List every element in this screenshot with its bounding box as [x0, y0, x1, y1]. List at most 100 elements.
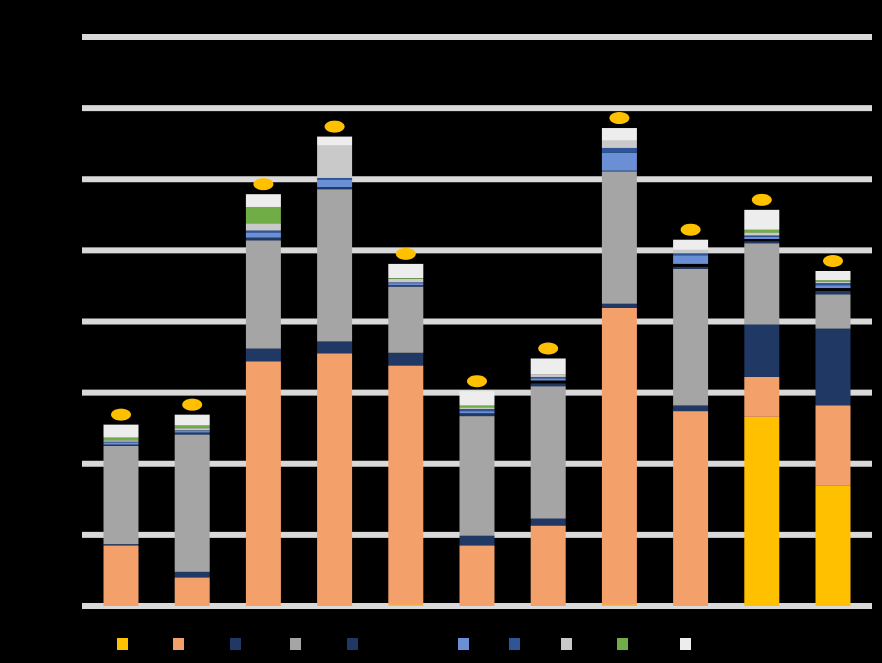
bar-segment — [815, 485, 851, 606]
bar-segment — [530, 374, 566, 377]
bar-segment — [174, 432, 210, 435]
bar-segment — [459, 391, 495, 406]
bar-segment — [744, 209, 780, 230]
bar-segment — [530, 380, 566, 384]
bar-top-marker — [182, 398, 203, 411]
legend-swatch — [290, 638, 301, 650]
bar-segment — [815, 405, 851, 486]
bar-segment — [815, 294, 851, 329]
legend-swatch — [617, 638, 628, 650]
bar-segment — [245, 194, 281, 207]
bar-segment — [459, 413, 495, 417]
bar-segment — [103, 444, 139, 446]
bar-segment — [673, 263, 709, 267]
bar-segment — [174, 431, 210, 433]
bar-segment — [103, 442, 139, 445]
bar-segment — [815, 271, 851, 281]
bar-segment — [815, 283, 851, 286]
bar-segment — [388, 365, 424, 605]
bar-segment — [673, 253, 709, 256]
bar-segment — [317, 353, 353, 606]
bar-segment — [673, 249, 709, 254]
bar-segment — [388, 282, 424, 284]
bar-segment — [530, 518, 566, 526]
bar-segment — [744, 416, 780, 606]
legend-swatch — [117, 638, 128, 650]
bar-top-marker — [823, 255, 843, 268]
legend-swatch — [230, 638, 241, 650]
bar-segment — [815, 281, 851, 284]
bar-segment — [459, 535, 495, 546]
bar-segment — [673, 255, 709, 264]
bar-segment — [388, 278, 424, 283]
bar-segment — [103, 445, 139, 545]
bar-segment — [245, 240, 281, 349]
bar-segment — [815, 280, 851, 282]
bar-top-marker — [609, 112, 630, 125]
bar-segment — [459, 407, 495, 409]
bar-segment — [815, 290, 851, 295]
bar-segment — [103, 440, 139, 442]
bar-segment — [530, 525, 566, 606]
bar-segment — [601, 152, 637, 171]
bar-segment — [317, 145, 353, 178]
bar-segment — [245, 348, 281, 362]
bar-segment — [103, 545, 139, 606]
bar-segment — [388, 283, 424, 286]
bar-segment — [530, 386, 566, 519]
bar-segment — [459, 545, 495, 606]
bar-segment — [388, 285, 424, 287]
bar-segment — [174, 430, 210, 432]
bar-segment — [174, 425, 210, 429]
bar-segment — [459, 405, 495, 408]
bar-segment — [744, 243, 780, 325]
bar-segment — [815, 328, 851, 406]
bar-stacks — [103, 128, 851, 606]
bar-segment — [744, 236, 780, 239]
legend-swatch — [680, 638, 691, 650]
bar-segment — [245, 230, 281, 233]
bar-segment — [815, 285, 851, 289]
bar-segment — [530, 376, 566, 379]
bar-segment — [174, 414, 210, 426]
legend-swatch — [561, 638, 572, 650]
bar-top-marker — [111, 408, 131, 421]
bar-segment — [245, 232, 281, 238]
bar-segment — [601, 147, 637, 153]
bar-segment — [245, 206, 281, 224]
bar-segment — [744, 241, 780, 244]
bar-segment — [174, 434, 210, 572]
bar-segment — [245, 237, 281, 241]
bar-segment — [744, 324, 780, 377]
bar-segment — [103, 441, 139, 443]
bar-segment — [245, 361, 281, 606]
bar-top-marker — [324, 120, 345, 133]
bar-segment — [459, 408, 495, 412]
bar-segment — [388, 604, 424, 606]
bar-segment — [673, 411, 709, 606]
bar-top-marker — [467, 375, 487, 388]
bar-segment — [601, 128, 637, 141]
bar-top-marker — [538, 342, 559, 355]
bar-segment — [388, 352, 424, 366]
bar-segment — [317, 136, 353, 146]
bar-segment — [815, 288, 851, 291]
bar-segment — [601, 303, 637, 308]
bar-segment — [744, 376, 780, 417]
bar-segment — [245, 223, 281, 231]
bar-segment — [673, 405, 709, 412]
bar-segment — [601, 170, 637, 172]
legend-swatch — [509, 638, 520, 650]
bar-segment — [103, 424, 139, 438]
bar-segment — [317, 189, 353, 342]
legend-swatch — [458, 638, 469, 650]
bar-segment — [673, 266, 709, 269]
bar-segment — [744, 235, 780, 237]
bar-segment — [174, 577, 210, 606]
bar-segment — [530, 358, 566, 375]
bar-segment — [317, 341, 353, 354]
bar-segment — [744, 232, 780, 236]
bar-segment — [317, 187, 353, 190]
bar-segment — [174, 428, 210, 431]
bar-segment — [103, 437, 139, 441]
